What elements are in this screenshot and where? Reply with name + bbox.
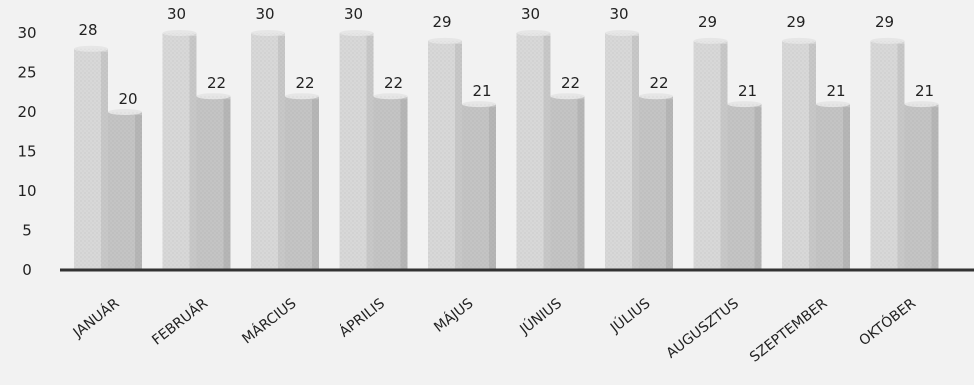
bar-texture <box>462 104 496 270</box>
x-tick-label: JÚNIUS <box>515 294 565 338</box>
bar <box>516 30 551 270</box>
data-label: 21 <box>915 82 934 100</box>
bar-texture <box>428 40 462 271</box>
bar <box>428 37 462 271</box>
y-tick-label: 10 <box>17 182 36 200</box>
data-label: 30 <box>609 5 628 23</box>
bar <box>639 93 673 270</box>
bar-texture <box>904 104 939 270</box>
bar-texture <box>727 104 762 270</box>
data-label: 30 <box>167 5 186 23</box>
data-label: 29 <box>698 13 717 31</box>
data-label: 21 <box>472 82 491 100</box>
data-label: 22 <box>561 74 580 92</box>
data-label: 22 <box>207 74 226 92</box>
y-tick-label: 25 <box>17 64 36 82</box>
bar-texture <box>108 112 142 270</box>
bar <box>162 30 197 270</box>
x-tick-label: MÁJUS <box>431 295 477 336</box>
bar <box>782 37 816 271</box>
bar-texture <box>693 40 728 271</box>
bar <box>816 101 850 270</box>
data-label: 29 <box>875 13 894 31</box>
bar-texture <box>373 96 408 270</box>
bar <box>285 93 319 270</box>
bars <box>74 30 939 271</box>
y-tick-label: 20 <box>17 103 36 121</box>
x-tick-label: JÚLIUS <box>606 294 654 337</box>
bar <box>373 93 408 270</box>
data-label: 21 <box>826 82 845 100</box>
bar <box>870 37 905 271</box>
bar <box>462 101 496 270</box>
y-tick-label: 30 <box>17 24 36 42</box>
x-tick-label: ÁPRILIS <box>336 295 388 341</box>
bar <box>108 109 142 270</box>
data-label: 22 <box>649 74 668 92</box>
data-label: 30 <box>521 5 540 23</box>
bar <box>727 101 762 270</box>
bar-texture <box>816 104 850 270</box>
x-tick-label: OKTÓBER <box>855 294 919 350</box>
data-label: 30 <box>255 5 274 23</box>
bar-texture <box>196 96 231 270</box>
bar-texture <box>870 40 905 271</box>
y-axis: 0 5 10 15 20 25 30 <box>17 24 36 279</box>
y-tick-label: 0 <box>22 261 32 279</box>
data-label: 28 <box>78 21 97 39</box>
bar <box>339 30 374 270</box>
x-tick-label: JANUÁR <box>69 295 123 342</box>
x-tick-label: MÁRCIUS <box>239 295 300 348</box>
data-label: 20 <box>118 90 137 108</box>
x-axis: JANUÁR FEBRUÁR MÁRCIUS ÁPRILIS MÁJUS JÚNIUS JÚ… <box>69 294 919 366</box>
data-labels: 28 20 30 22 30 22 30 22 29 21 30 22 30 22 29 21 29 21 29 21 <box>78 5 934 108</box>
bar-texture <box>782 40 816 271</box>
bar-texture <box>285 96 319 270</box>
bar <box>74 45 108 270</box>
bar-texture <box>162 33 197 270</box>
data-label: 21 <box>738 82 757 100</box>
bar <box>196 93 231 270</box>
bar <box>251 30 285 270</box>
data-label: 30 <box>344 5 363 23</box>
data-label: 22 <box>295 74 314 92</box>
bar-texture <box>74 48 108 270</box>
x-tick-label: FEBRUÁR <box>149 295 212 349</box>
bar-texture <box>605 33 639 270</box>
data-label: 29 <box>432 13 451 31</box>
bar <box>904 101 939 270</box>
bar-texture <box>339 33 374 270</box>
bar-texture <box>550 96 585 270</box>
y-tick-label: 5 <box>22 222 32 240</box>
x-tick-label: AUGUSZTUS <box>663 295 742 361</box>
bar <box>605 30 639 270</box>
bar <box>550 93 585 270</box>
y-tick-label: 15 <box>17 143 36 161</box>
data-label: 29 <box>786 13 805 31</box>
bar <box>693 37 728 271</box>
bar-texture <box>516 33 551 270</box>
bar-texture <box>251 33 285 270</box>
x-tick-label: SZEPTEMBER <box>747 295 831 365</box>
data-label: 22 <box>384 74 403 92</box>
bar-texture <box>639 96 673 270</box>
